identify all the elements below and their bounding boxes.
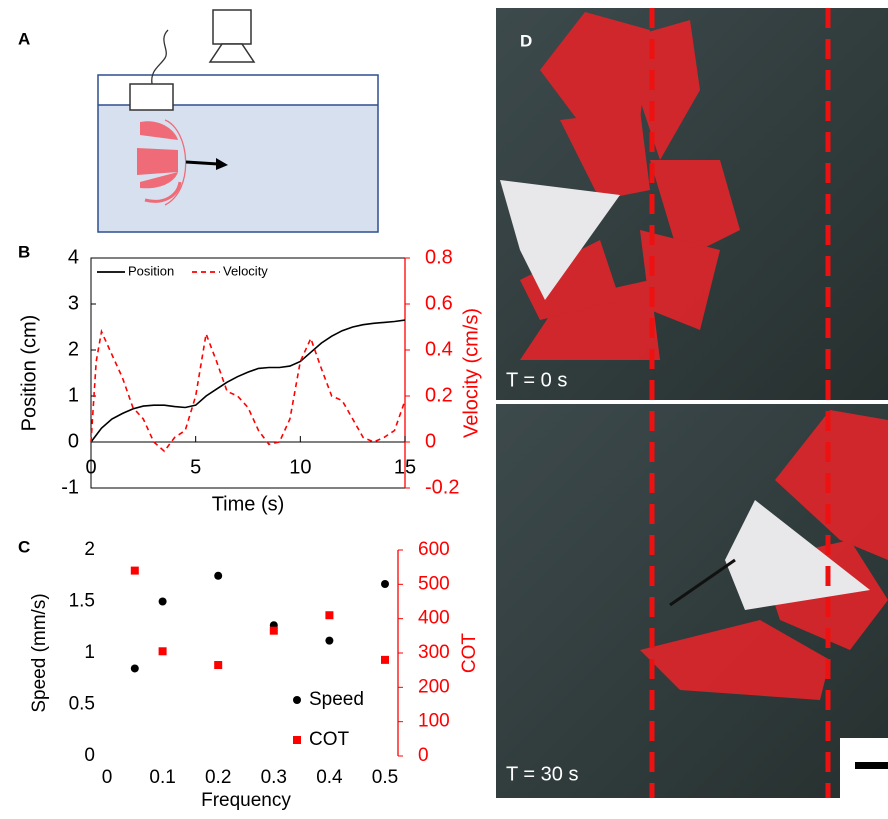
panel-label: D — [520, 31, 532, 50]
chart: 0 5 10 15 -1 0 1 2 3 4 -0.2 0 0.2 0.4 0.6 0.8 Time (s) Po… — [18, 246, 482, 515]
y2-tick-label: 500 — [418, 573, 450, 594]
panel-label: A — [18, 29, 30, 48]
data-point — [131, 567, 139, 575]
y2-axis-title: Velocity (cm/s) — [460, 308, 482, 438]
data-point — [159, 647, 167, 655]
series-line — [91, 332, 405, 452]
y2-tick-label: 200 — [418, 676, 450, 697]
y2-tick-label: 0 — [425, 430, 436, 452]
x-tick-label: 0.1 — [149, 767, 175, 788]
panel-label: B — [18, 242, 30, 261]
legend-label: Speed — [309, 689, 364, 710]
figure: ABCDT = 0 sT = 30 s051015-101234-0.200.2… — [0, 0, 888, 814]
y2-tick-label: 0.4 — [425, 338, 453, 360]
y-tick-label: 1.5 — [69, 591, 95, 612]
y-tick-label: 0 — [84, 745, 95, 766]
x-tick-label: 0 — [85, 456, 96, 478]
x-axis-title: Frequency — [201, 790, 291, 811]
x-tick-label: 5 — [190, 456, 201, 478]
legend-swatch — [293, 696, 301, 704]
y2-tick-label: 0 — [418, 745, 429, 766]
y-axis-title: Position (cm) — [18, 315, 40, 432]
chart: 0 0.1 0.2 0.3 0.4 0.5 0 0.5 1 1.5 2 0 100 200 300 400 50… — [29, 539, 480, 811]
data-point — [131, 664, 139, 672]
y-axis-title: Speed (mm/s) — [29, 593, 50, 712]
x-tick-label: 0 — [102, 767, 113, 788]
x-tick-label: 15 — [394, 456, 416, 478]
y2-tick-label: 0.6 — [425, 292, 453, 314]
data-point — [159, 598, 167, 606]
y2-tick-label: 100 — [418, 711, 450, 732]
y2-tick-label: 300 — [418, 642, 450, 663]
data-point — [270, 627, 278, 635]
y-tick-label: 2 — [84, 539, 95, 560]
setup-diagram — [98, 10, 378, 232]
data-point — [325, 637, 333, 645]
legend-label: COT — [309, 729, 350, 750]
y-tick-label: 2 — [68, 338, 79, 360]
photo-caption: T = 0 s — [506, 369, 567, 391]
photo-panel — [496, 8, 888, 798]
x-tick-label: 0.3 — [261, 767, 287, 788]
y-tick-label: 4 — [68, 246, 79, 268]
legend-label: Position — [128, 263, 174, 278]
plot-frame — [91, 258, 405, 488]
y2-tick-label: 400 — [418, 608, 450, 629]
data-point — [214, 572, 222, 580]
data-point — [381, 580, 389, 588]
x-tick-label: 0.4 — [316, 767, 343, 788]
legend-label: Velocity — [223, 263, 268, 278]
data-point — [325, 611, 333, 619]
y2-tick-label: -0.2 — [425, 476, 459, 498]
data-point — [381, 656, 389, 664]
y2-tick-label: 600 — [418, 539, 450, 560]
data-point — [214, 661, 222, 669]
y2-tick-label: 0.2 — [425, 384, 453, 406]
x-tick-label: 0.2 — [205, 767, 231, 788]
x-tick-label: 0.5 — [372, 767, 398, 788]
y-tick-label: 1 — [68, 384, 79, 406]
x-tick-label: 10 — [289, 456, 311, 478]
y-tick-label: 0.5 — [69, 694, 95, 715]
y-tick-label: 3 — [68, 292, 79, 314]
panel-label: C — [18, 537, 30, 556]
photo-caption: T = 30 s — [506, 763, 578, 785]
x-axis-title: Time (s) — [212, 493, 285, 515]
legend-swatch — [293, 736, 301, 744]
y-tick-label: 0 — [68, 430, 79, 452]
y2-axis-title: COT — [459, 633, 480, 674]
y-tick-label: -1 — [61, 476, 79, 498]
y-tick-label: 1 — [84, 642, 95, 663]
series-line — [91, 320, 405, 442]
y2-tick-label: 0.8 — [425, 246, 453, 268]
